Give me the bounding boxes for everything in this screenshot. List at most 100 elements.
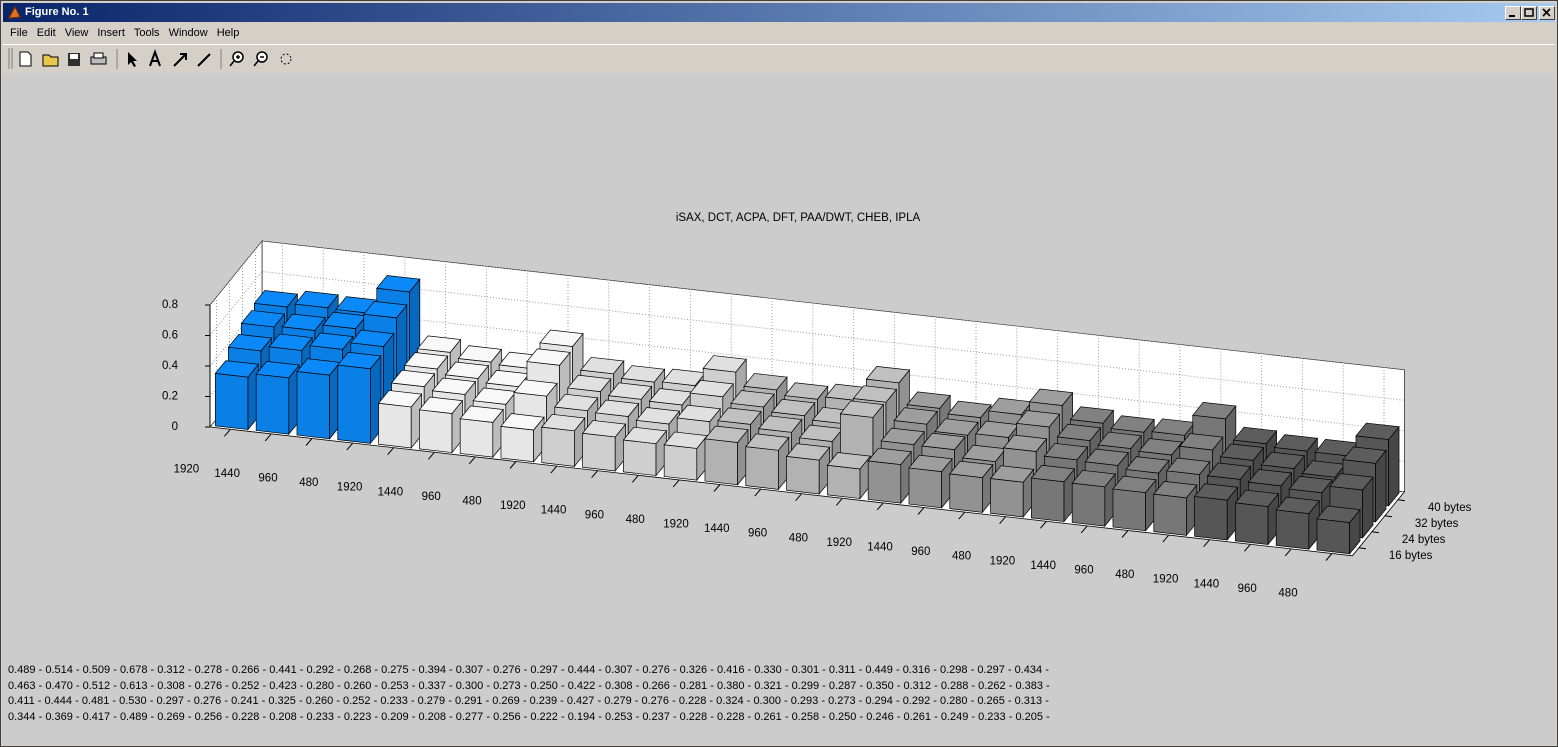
bar-front [786, 456, 820, 495]
value-separator: - [892, 664, 903, 676]
bar-front [337, 364, 371, 444]
bar-top [1030, 464, 1076, 483]
value-label: 0.489 [8, 664, 36, 676]
value-separator: - [520, 679, 531, 692]
value-label: 0.298 [940, 664, 968, 676]
menu-item[interactable]: View [64, 27, 89, 39]
value-separator: - [855, 695, 866, 707]
value-label: 0.288 [940, 679, 969, 692]
menu-item[interactable]: Tools [133, 27, 160, 39]
value-label: 0.326 [679, 664, 708, 676]
bar-top [513, 379, 558, 397]
bar-front [1153, 493, 1187, 536]
x-tick [713, 484, 721, 492]
bar-top [635, 407, 681, 425]
bar-top [1193, 483, 1239, 501]
bar-front [1275, 509, 1310, 550]
menu-item[interactable]: Edit [36, 27, 56, 39]
bar [1193, 483, 1239, 541]
menu-item[interactable]: Insert [97, 27, 125, 39]
value-separator: - [632, 664, 643, 676]
value-label: 0.233 [978, 710, 1006, 723]
bar [745, 433, 790, 491]
arrow-icon[interactable] [173, 53, 187, 67]
bar [1234, 489, 1280, 546]
text-icon[interactable] [149, 49, 161, 67]
bar-top [1043, 442, 1089, 461]
menu-item[interactable]: Help [216, 27, 240, 39]
bar-front [500, 425, 534, 463]
line-icon[interactable] [197, 53, 211, 67]
value-separator: - [632, 679, 643, 692]
value-label: 0.209 [381, 710, 409, 723]
print-icon[interactable] [90, 52, 107, 65]
open-icon[interactable] [42, 54, 59, 67]
bar-top [1329, 473, 1374, 491]
value-separator: - [892, 695, 903, 707]
bar-top [1232, 426, 1278, 445]
value-separator: - [893, 710, 904, 723]
value-separator: - [856, 710, 867, 723]
x-tick [795, 493, 802, 502]
value-separator: - [445, 679, 456, 692]
app-icon [8, 5, 21, 19]
bar [541, 413, 586, 468]
bar-top [416, 335, 462, 353]
value-row: 0.411 - 0.444 - 0.481 - 0.530 - 0.297 - … [8, 694, 1053, 710]
value-label: 0.417 [82, 710, 111, 723]
value-label: 0.308 [157, 679, 185, 692]
bar-front [1235, 502, 1269, 545]
zoom-in-icon[interactable] [229, 51, 244, 67]
x-tick [264, 433, 272, 442]
minimize-button[interactable] [1505, 6, 1521, 20]
bar-top [554, 393, 599, 412]
value-label: 0.275 [381, 664, 409, 676]
menu-item[interactable]: File [10, 27, 28, 39]
value-label: 0.509 [82, 664, 111, 676]
value-separator: - [407, 695, 418, 707]
value-label: 0.223 [343, 710, 372, 723]
value-label: 0.276 [642, 664, 670, 676]
value-label: 0.380 [716, 679, 745, 692]
value-label: 0.287 [828, 679, 857, 692]
new-icon[interactable] [19, 51, 32, 67]
bar-top [444, 361, 490, 379]
save-icon[interactable] [68, 53, 80, 66]
bar [418, 396, 464, 454]
bar [1030, 464, 1076, 523]
x-tick-label: 480 [952, 551, 971, 563]
value-label: 0.261 [754, 710, 782, 723]
value-separator: - [669, 679, 680, 692]
x-tick-label: 1440 [378, 486, 404, 498]
value-label: 0.383 [1015, 679, 1043, 692]
value-separator: - [520, 710, 531, 723]
value-separator: - [295, 695, 306, 707]
bar-top [1273, 434, 1319, 452]
bar-top [867, 447, 912, 465]
value-label: 0.241 [231, 695, 259, 707]
grid-line [209, 240, 1405, 371]
value-label: 0.269 [492, 695, 520, 707]
value-separator: - [931, 710, 941, 723]
bar-top [214, 360, 260, 378]
x-tick [958, 511, 966, 520]
x-tick-label: 1440 [867, 542, 893, 554]
rotate-icon[interactable] [280, 53, 292, 65]
maximize-button[interactable] [1521, 6, 1537, 20]
value-separator: - [744, 664, 755, 676]
value-label: 0.422 [567, 679, 596, 692]
bar-top [581, 420, 627, 438]
value-separator: - [930, 695, 940, 707]
bar-top [949, 460, 994, 478]
z-tick-label: 0.2 [162, 391, 178, 403]
bar-top [377, 390, 423, 408]
value-separator: - [930, 664, 940, 676]
bar-top [676, 404, 721, 422]
bar [377, 390, 423, 449]
zoom-out-icon[interactable] [253, 51, 268, 67]
x-tick [1121, 530, 1129, 538]
bar-top [622, 426, 668, 445]
close-button[interactable] [1539, 6, 1555, 20]
menu-item[interactable]: Window [168, 27, 208, 39]
select-icon[interactable] [128, 52, 137, 67]
